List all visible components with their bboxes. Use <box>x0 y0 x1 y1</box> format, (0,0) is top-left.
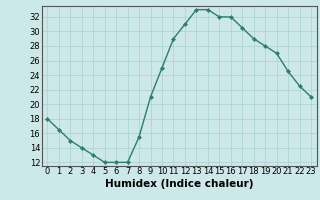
X-axis label: Humidex (Indice chaleur): Humidex (Indice chaleur) <box>105 179 253 189</box>
